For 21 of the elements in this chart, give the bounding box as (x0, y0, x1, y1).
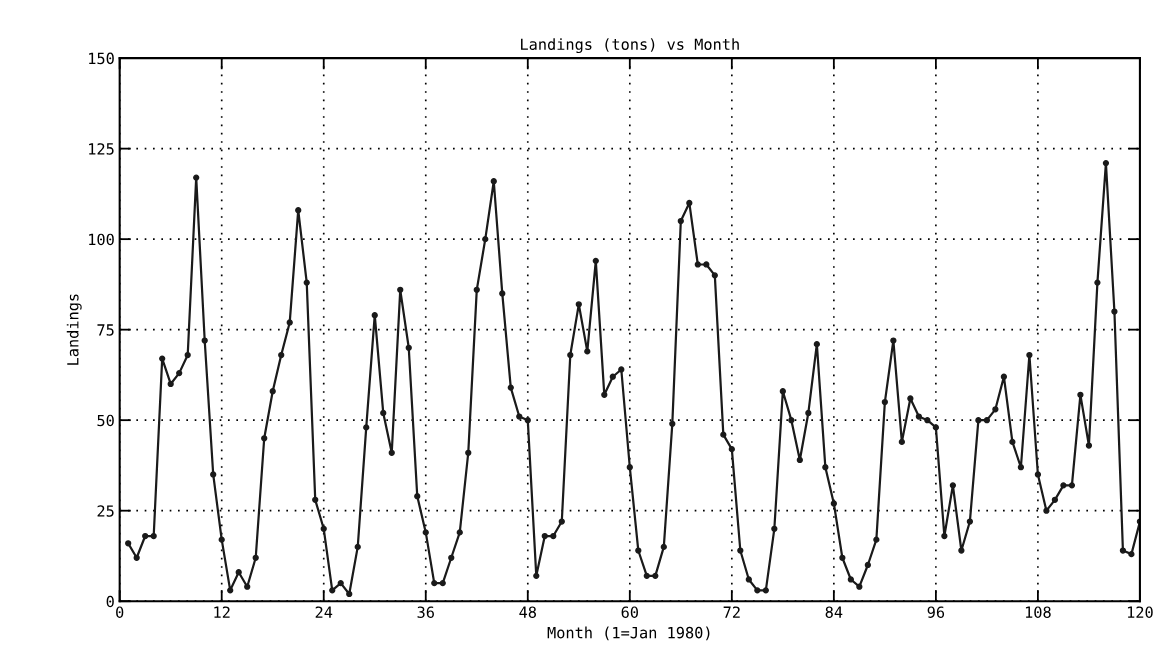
y-axis-title: Landings (66, 294, 82, 365)
x-tick-label: 96 (927, 606, 945, 618)
x-tick-label: 60 (621, 606, 639, 618)
y-tick-label: 0 (106, 595, 114, 608)
y-tick-label: 25 (97, 505, 114, 517)
chart-title: Landings (tons) vs Month (521, 38, 739, 54)
y-tick-label: 75 (97, 324, 114, 336)
x-tick-label: 48 (519, 606, 536, 618)
y-tick-label: 50 (97, 414, 114, 427)
x-tick-label: 84 (825, 606, 843, 618)
y-tick-label: 125 (89, 143, 114, 155)
x-tick-label: 72 (723, 606, 740, 618)
x-tick-label: 108 (1025, 606, 1051, 618)
x-axis-title: Month (1=Jan 1980) (547, 626, 710, 641)
x-tick-label: 24 (315, 606, 333, 618)
x-tick-label: 12 (214, 606, 230, 618)
y-tick-label: 150 (89, 52, 114, 65)
x-tick-label: 0 (116, 606, 124, 618)
x-tick-label: 36 (417, 606, 434, 618)
x-tick-label: 120 (1127, 606, 1153, 618)
y-tick-label: 100 (89, 233, 114, 246)
